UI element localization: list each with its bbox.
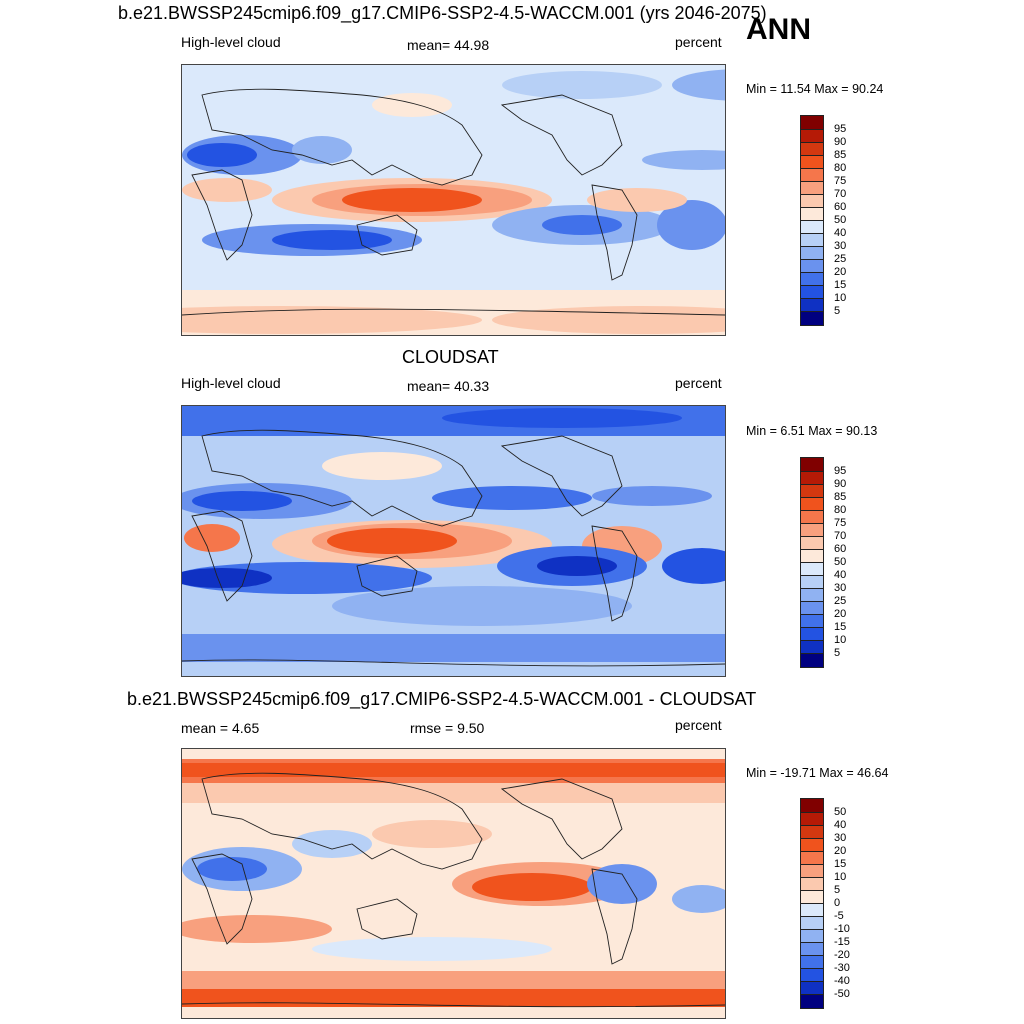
panel1-cbar-label: 30: [834, 240, 847, 252]
panel1-units-label: percent: [675, 34, 722, 50]
panel1-cbar-label: 70: [834, 188, 847, 200]
panel3-cbar-label: 15: [834, 858, 847, 870]
panel3-minmax: Min = -19.71 Max = 46.64: [746, 766, 889, 780]
panel3-rmse-label: rmse = 9.50: [410, 720, 485, 736]
panel2-cbar-label: 5: [834, 647, 841, 659]
panel3-cbar-label: 10: [834, 871, 847, 883]
panel3-cbar-label: 30: [834, 832, 847, 844]
panel2-cbar-label: 15: [834, 621, 847, 633]
panel2-units-label: percent: [675, 375, 722, 391]
panel3-cbar-label: -40: [834, 975, 850, 987]
panel3-mean-label: mean = 4.65: [181, 720, 260, 736]
panel2-cbar-label: 10: [834, 634, 847, 646]
panel2-colorbar: [800, 457, 824, 668]
panel2-cbar-label: 95: [834, 465, 847, 477]
panel1-mean-label: mean= 44.98: [407, 37, 490, 53]
panel1-cbar-label: 85: [834, 149, 847, 161]
panel2-cbar-label: 70: [834, 530, 847, 542]
panel2-title: CLOUDSAT: [402, 347, 499, 367]
panel1-cbar-label: 10: [834, 292, 847, 304]
panel1-cbar-label: 60: [834, 201, 847, 213]
panel2-cbar-label: 30: [834, 582, 847, 594]
panel2-map-field: [182, 406, 725, 676]
panel1-cbar-label: 25: [834, 253, 847, 265]
panel3-cbar-label: 5: [834, 884, 841, 896]
panel1-cbar-label: 40: [834, 227, 847, 239]
panel2-cbar-label: 20: [834, 608, 847, 620]
panel2-cbar-label: 25: [834, 595, 847, 607]
panel1-cbar-label: 50: [834, 214, 847, 226]
panel1-title: b.e21.BWSSP245cmip6.f09_g17.CMIP6-SSP2-4…: [118, 3, 767, 23]
panel3-colorbar: [800, 798, 824, 1009]
panel3-cbar-label: 50: [834, 806, 847, 818]
panel1-map: [181, 64, 726, 336]
panel3-units-label: percent: [675, 717, 722, 733]
panel3-cbar-label: -50: [834, 988, 850, 1000]
panel3-cbar-label: -20: [834, 949, 850, 961]
panel1-cbar-label: 95: [834, 123, 847, 135]
panel2-cbar-label: 40: [834, 569, 847, 581]
panel2-cbar-label: 80: [834, 504, 847, 516]
panel3-map-field: [182, 749, 725, 1018]
panel1-cbar-label: 90: [834, 136, 847, 148]
panel1-variable-label: High-level cloud: [181, 34, 281, 50]
panel2-map: [181, 405, 726, 677]
panel2-cbar-label: 60: [834, 543, 847, 555]
panel2-cbar-label: 85: [834, 491, 847, 503]
panel2-mean-label: mean= 40.33: [407, 378, 490, 394]
panel2-cbar-label: 75: [834, 517, 847, 529]
panel3-cbar-label: -30: [834, 962, 850, 974]
panel3-cbar-label: 20: [834, 845, 847, 857]
panel3-title: b.e21.BWSSP245cmip6.f09_g17.CMIP6-SSP2-4…: [127, 689, 757, 709]
panel1-minmax: Min = 11.54 Max = 90.24: [746, 82, 884, 96]
panel2-cbar-label: 50: [834, 556, 847, 568]
panel3-cbar-label: -5: [834, 910, 844, 922]
panel3-cbar-label: -10: [834, 923, 850, 935]
panel1-cbar-label: 75: [834, 175, 847, 187]
panel3-map: [181, 748, 726, 1019]
panel3-cbar-label: 0: [834, 897, 841, 909]
panel2-minmax: Min = 6.51 Max = 90.13: [746, 424, 878, 438]
panel1-cbar-label: 20: [834, 266, 847, 278]
panel1-cbar-label: 80: [834, 162, 847, 174]
panel2-variable-label: High-level cloud: [181, 375, 281, 391]
panel1-cbar-label: 5: [834, 305, 841, 317]
panel1-cbar-label: 15: [834, 279, 847, 291]
panel3-cbar-label: -15: [834, 936, 850, 948]
panel3-cbar-label: 40: [834, 819, 847, 831]
panel1-map-field: [182, 65, 725, 335]
season-annotation: ANN: [746, 13, 811, 46]
panel1-colorbar: [800, 115, 824, 326]
panel2-cbar-label: 90: [834, 478, 847, 490]
